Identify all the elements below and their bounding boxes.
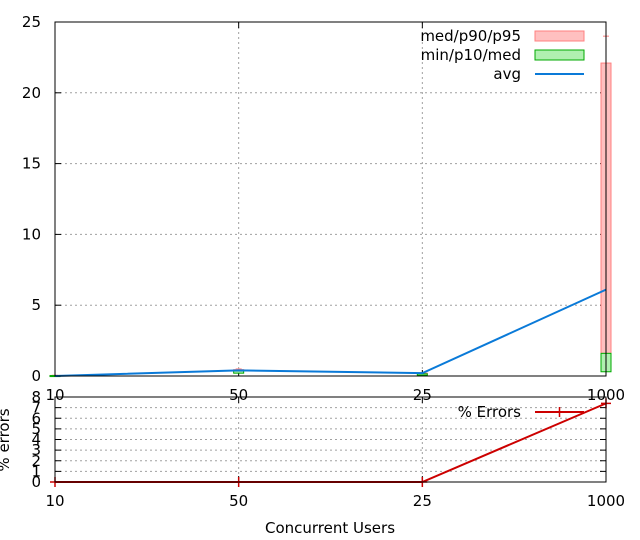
y-tick-label: 20 <box>22 84 41 102</box>
y-axis-label: % errors <box>0 408 13 471</box>
x-tick-label: 10 <box>45 492 64 510</box>
legend-label: med/p90/p95 <box>420 27 521 45</box>
x-tick-label: 25 <box>413 386 432 404</box>
y-tick-label: 6 <box>31 409 41 427</box>
y-tick-label: 5 <box>31 420 41 438</box>
response-time-chart: 0 5 10 15 20 25 10 50 25 1000 med/p90/p95min/p10/m… <box>22 13 625 404</box>
errors-line <box>55 402 607 483</box>
y-tick-label: 3 <box>31 441 41 459</box>
y-tick-label: 25 <box>22 13 41 31</box>
legend-label: % Errors <box>458 403 522 421</box>
y-tick-label: 0 <box>31 473 41 491</box>
x-tick-label: 10 <box>45 386 64 404</box>
y-tick-label: 15 <box>22 155 41 173</box>
x-tick-label: 1000 <box>587 492 625 510</box>
x-tick-label: 25 <box>413 492 432 510</box>
plot-frame <box>54 396 607 483</box>
y-tick-label: 0 <box>31 367 41 385</box>
y-tick-label: 5 <box>31 296 41 314</box>
y-tick-label: 4 <box>31 431 41 449</box>
y-tick-label: 8 <box>31 388 41 406</box>
x-tick-label: 50 <box>229 386 248 404</box>
legend-label: min/p10/med <box>421 46 521 64</box>
avg-line <box>54 288 607 377</box>
plot-frame <box>54 21 607 377</box>
y-tick-label: 10 <box>22 225 41 243</box>
y-tick-label: 1 <box>31 462 41 480</box>
y-tick-label: 7 <box>31 399 41 417</box>
y-tick-label: 2 <box>31 452 41 470</box>
x-axis-label: Concurrent Users <box>265 519 395 537</box>
x-tick-label: 50 <box>229 492 248 510</box>
x-tick-label: 1000 <box>587 386 625 404</box>
legend-label: avg <box>493 65 521 83</box>
legend-swatch <box>534 49 585 61</box>
legend-swatch <box>534 30 585 42</box>
